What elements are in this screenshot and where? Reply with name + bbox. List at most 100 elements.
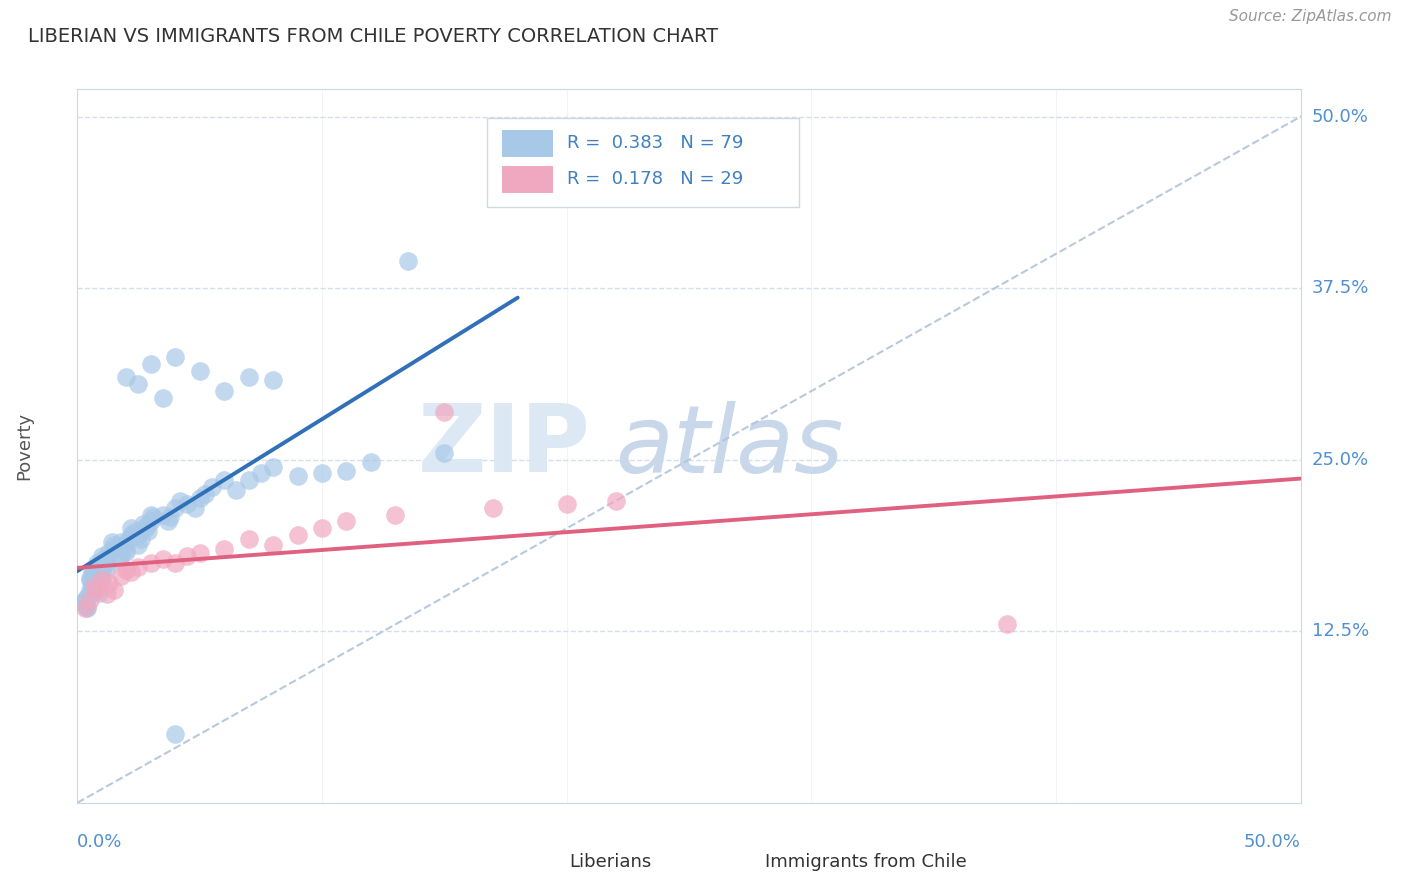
Point [262,373,284,387]
Point [433,446,456,460]
Point [90,572,112,586]
Point [396,253,419,268]
Point [79,571,101,585]
Point [188,491,211,505]
Text: Liberians: Liberians [569,853,651,871]
Point [79,574,101,588]
Point [93,551,115,566]
Point [120,521,142,535]
Point [96,587,118,601]
Point [89,586,111,600]
Point [139,556,162,570]
Text: 0.0%: 0.0% [77,833,122,851]
Point [76,601,98,615]
Text: 50.0%: 50.0% [1244,833,1301,851]
FancyBboxPatch shape [502,166,553,193]
Point [238,370,260,384]
Text: 50.0%: 50.0% [1312,108,1368,126]
Point [139,357,162,371]
Point [433,405,456,419]
Point [110,569,132,583]
Point [152,391,174,405]
Point [73,601,96,615]
Point [335,515,357,529]
Point [287,469,309,483]
Point [103,583,125,598]
Point [83,579,105,593]
Point [188,363,211,377]
Point [184,500,207,515]
Point [225,483,247,497]
Point [79,587,101,601]
Point [159,510,181,524]
Text: ZIP: ZIP [418,400,591,492]
Point [995,617,1018,632]
Point [152,551,174,566]
Point [212,541,235,556]
Point [120,566,142,580]
Point [103,541,125,556]
Point [90,569,112,583]
Point [152,508,174,522]
Text: Immigrants from Chile: Immigrants from Chile [765,853,966,871]
Point [115,562,138,576]
Point [79,583,101,598]
Point [73,594,96,608]
Text: 12.5%: 12.5% [1312,623,1369,640]
Point [115,541,138,556]
Point [262,538,284,552]
Point [86,556,108,570]
Point [96,559,118,574]
Text: 37.5%: 37.5% [1312,279,1369,297]
Point [98,544,121,558]
Point [96,556,118,570]
Point [188,546,211,560]
Point [118,533,141,547]
Point [555,497,578,511]
Point [193,487,215,501]
Point [139,508,162,522]
Point [482,500,505,515]
Point [129,533,152,547]
Point [176,549,198,563]
Point [287,528,309,542]
Point [73,592,96,607]
Point [86,576,108,591]
Point [83,583,105,598]
Point [76,599,98,614]
Point [112,538,135,552]
Point [100,535,122,549]
Point [103,538,125,552]
FancyBboxPatch shape [486,118,799,207]
Point [132,517,155,532]
Point [76,590,98,604]
Point [127,559,149,574]
Point [127,538,149,552]
Point [73,597,96,611]
Point [212,384,235,398]
Point [201,480,224,494]
Point [120,528,142,542]
Point [262,459,284,474]
Point [110,549,132,563]
Point [311,467,333,481]
Point [169,494,191,508]
Point [605,494,627,508]
Text: R =  0.178   N = 29: R = 0.178 N = 29 [567,170,742,188]
Point [139,515,162,529]
Point [90,549,112,563]
Point [360,455,382,469]
Point [83,566,105,580]
Point [238,533,260,547]
Point [86,559,108,574]
Point [165,727,187,741]
Point [79,592,101,607]
Point [115,370,138,384]
Point [156,515,179,529]
FancyBboxPatch shape [524,852,561,872]
Point [250,467,273,481]
Point [335,464,357,478]
Point [135,518,157,533]
Point [384,508,406,522]
Point [311,521,333,535]
